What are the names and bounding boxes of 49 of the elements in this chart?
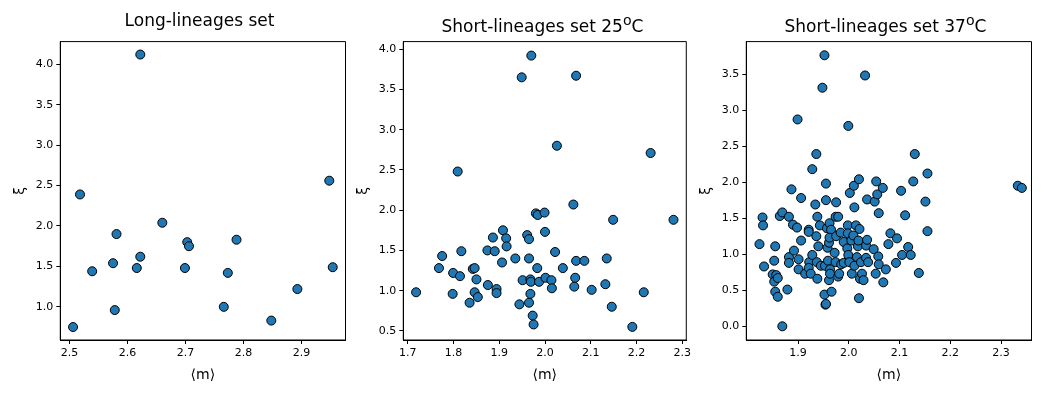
y-tick-label: 3.0 [378,122,397,136]
y-axis-title: ξ [354,186,371,195]
y-tick-label: 3.5 [378,82,397,96]
x-tick-label: 2.2 [941,346,960,360]
y-tick-label: 1.0 [721,247,740,261]
y-tick-label: 4.0 [378,42,397,56]
x-tick-label: 2.3 [992,346,1010,360]
y-axis-title: ξ [697,186,714,195]
x-tick-label: 2.6 [118,346,137,360]
x-axis-title: ⟨m⟩ [532,366,558,383]
y-tick-label: 1.5 [721,211,740,225]
y-tick-label: 1.0 [378,283,397,297]
x-axis-title: ⟨m⟩ [876,366,902,383]
chart-title: Short-lineages set 25$^{o}$C [440,11,645,36]
chart-title: Long-lineages set [123,9,276,32]
x-tick-label: 2.9 [292,346,311,360]
y-tick-label: 3.5 [35,97,54,111]
y-tick-label: 0.5 [378,323,397,337]
x-tick-label: 2.0 [536,346,554,360]
y-tick-label: 3.5 [721,66,740,80]
x-tick-label: 1.8 [444,346,463,360]
x-tick-label: 2.0 [840,346,858,360]
x-tick-label: 1.7 [399,346,417,360]
x-tick-label: 2.5 [60,346,79,360]
x-tick-label: 2.7 [176,346,195,360]
x-tick-label: 2.8 [234,346,253,360]
x-tick-label: 1.9 [490,346,509,360]
y-tick-label: 0.5 [721,283,740,297]
y-tick-label: 1.5 [35,259,54,273]
y-tick-label: 2.0 [721,175,740,189]
y-tick-label: 2.5 [35,178,54,192]
x-tick-label: 2.1 [581,346,600,360]
y-tick-label: 1.5 [378,243,397,257]
chart-title: Short-lineages set 37$^{o}$C [783,11,988,36]
y-tick-label: 4.0 [35,57,54,71]
y-tick-label: 0.0 [721,319,740,333]
y-tick-label: 3.0 [721,102,740,116]
y-tick-label: 1.0 [35,299,54,313]
x-tick-label: 2.3 [673,346,691,360]
y-tick-label: 2.0 [378,203,397,217]
y-tick-label: 3.0 [35,137,54,151]
x-tick-label: 1.9 [789,346,807,360]
y-tick-label: 2.5 [378,162,397,176]
x-axis-title: ⟨m⟩ [190,366,216,383]
y-tick-label: 2.5 [721,138,740,152]
x-tick-label: 2.1 [890,346,909,360]
y-axis-title: ξ [11,186,28,195]
y-tick-label: 2.0 [35,218,54,232]
x-tick-label: 2.2 [627,346,646,360]
